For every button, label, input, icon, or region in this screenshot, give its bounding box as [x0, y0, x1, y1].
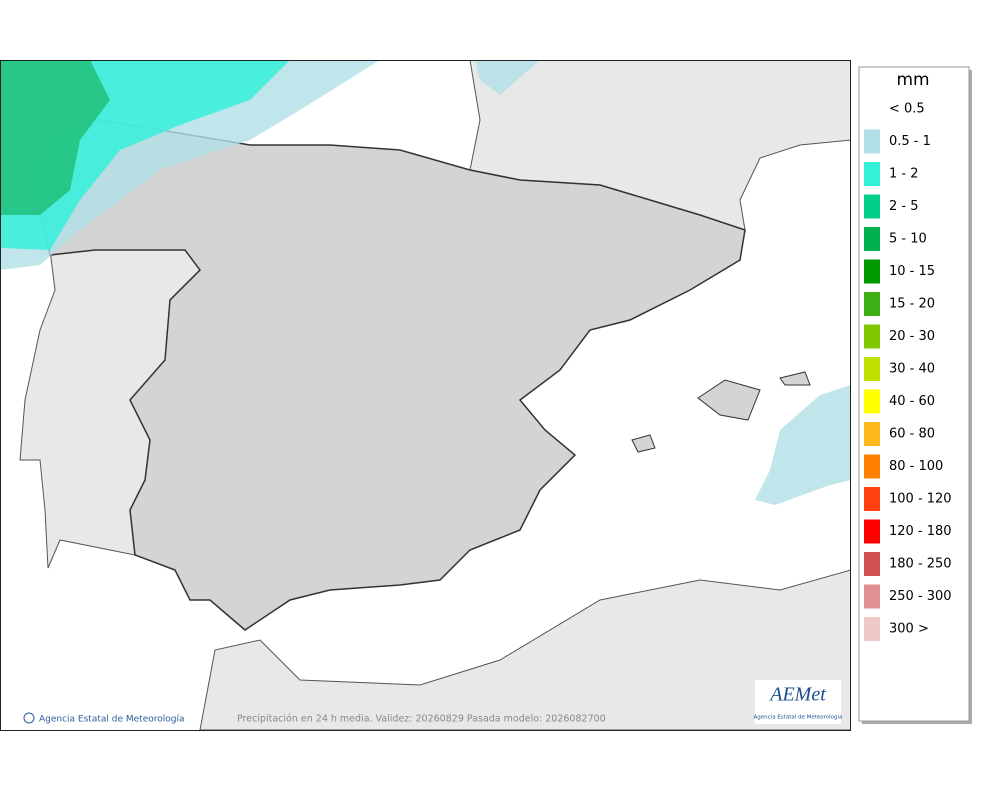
legend-label: 0.5 - 1 — [889, 134, 931, 149]
precip-pale-ne — [475, 61, 539, 95]
africa — [199, 569, 850, 730]
precip-pale-east — [755, 385, 850, 505]
legend-swatch — [864, 617, 880, 641]
legend: < 0.5 0.5 - 1 1 - 2 2 - 5 5 - 10 10 - 15 15 - … — [864, 102, 952, 641]
legend-swatch — [864, 454, 880, 479]
legend-label: 250 - 300 — [889, 589, 952, 604]
logo-subtitle: Agencia Estatal de Meteorología — [754, 714, 843, 721]
legend-swatch — [864, 519, 880, 544]
legend-label: 2 - 5 — [889, 199, 919, 214]
legend-swatch — [864, 227, 880, 251]
ibiza — [631, 434, 656, 453]
legend-swatch — [864, 422, 880, 446]
legend-label: 120 - 180 — [889, 524, 952, 539]
legend-label: 30 - 40 — [889, 362, 935, 377]
menorca — [779, 371, 811, 386]
legend-label: 40 - 60 — [889, 394, 935, 409]
mallorca — [697, 379, 761, 421]
legend-label: 10 - 15 — [889, 264, 935, 279]
legend-label: 300 > — [889, 622, 929, 637]
legend-label: 20 - 30 — [889, 329, 935, 344]
legend-label: 80 - 100 — [889, 459, 943, 474]
legend-label: 60 - 80 — [889, 427, 935, 442]
credit: Agencia Estatal de Meteorología — [23, 712, 185, 725]
legend-label: 15 - 20 — [889, 297, 935, 312]
spain — [29, 119, 746, 631]
legend-label: 1 - 2 — [889, 167, 919, 182]
legend-swatch — [864, 259, 880, 284]
legend-label: 100 - 120 — [889, 492, 952, 507]
legend-swatch — [864, 324, 880, 349]
legend-label: < 0.5 — [889, 102, 925, 117]
legend-swatch — [864, 129, 880, 154]
legend-swatch — [864, 194, 880, 219]
legend-swatch — [864, 292, 880, 316]
legend-label: 5 - 10 — [889, 232, 927, 247]
logo-box — [755, 680, 841, 724]
legend-title: mm — [896, 70, 929, 90]
legend-swatch — [864, 584, 880, 609]
legend-label: 180 - 250 — [889, 557, 952, 572]
credit-text: Agencia Estatal de Meteorología — [39, 715, 185, 725]
legend-swatch — [864, 552, 880, 576]
copyright-icon — [23, 712, 35, 724]
precip-green — [1, 61, 110, 215]
legend-swatch — [864, 487, 880, 511]
caption: Precipitación en 24 h media. Validez: 20… — [237, 714, 606, 725]
legend-swatch — [864, 389, 880, 414]
logo-name: AEMet — [768, 684, 826, 706]
legend-swatch — [864, 357, 880, 381]
legend-swatch — [864, 162, 880, 186]
